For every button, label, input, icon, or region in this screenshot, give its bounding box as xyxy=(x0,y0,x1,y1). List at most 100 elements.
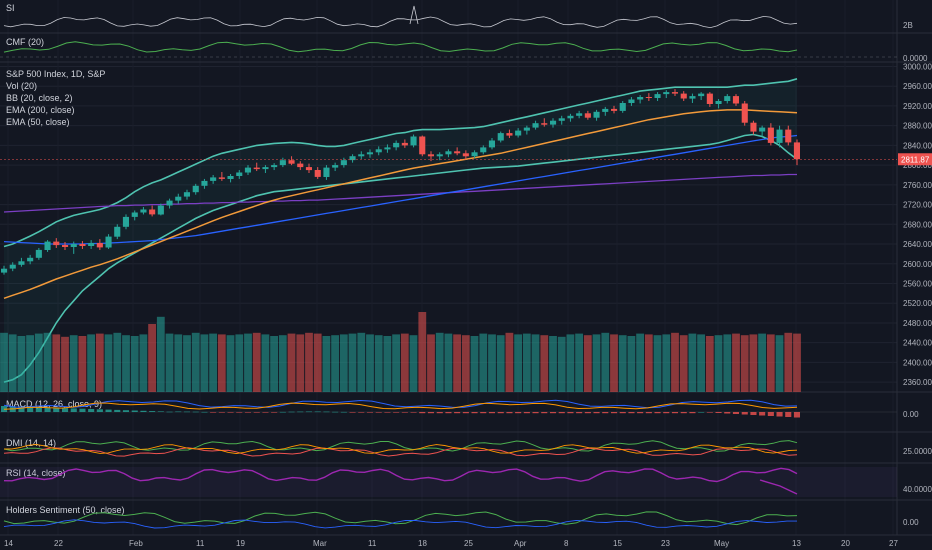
candle-body xyxy=(785,129,792,143)
volume-bar xyxy=(148,324,156,392)
price-axis[interactable]: 3000.00 2960.00 2920.00 2880.00 2840.00 2800.… xyxy=(903,62,932,387)
volume-bar xyxy=(383,336,392,392)
price-tick-label: 2960.00 xyxy=(903,82,932,91)
volume-bar xyxy=(549,336,557,392)
candle-body xyxy=(497,133,504,141)
price-tick-label: 2720.00 xyxy=(903,201,932,210)
volume-bar xyxy=(514,334,522,392)
candle-body xyxy=(332,165,339,168)
volume-bar xyxy=(87,334,95,392)
volume-bar xyxy=(575,333,583,392)
dmi-plus-line xyxy=(3,440,798,452)
volume-bar xyxy=(775,335,784,392)
time-axis[interactable]: 14 22 Feb 11 19 Mar 11 18 25 Apr 8 15 23 May 13 20 27 xyxy=(4,539,898,548)
volume-bar xyxy=(95,333,104,392)
volume-bar xyxy=(453,334,461,392)
volume-bar xyxy=(679,335,688,392)
macd-histogram-bar xyxy=(271,412,278,413)
macd-histogram-bar xyxy=(44,407,51,412)
time-tick-label: 15 xyxy=(613,539,622,548)
grid xyxy=(0,65,897,383)
candle-body xyxy=(62,245,69,247)
candle-body xyxy=(140,209,147,213)
macd-histogram-bar xyxy=(323,411,330,413)
macd-histogram-bar xyxy=(488,412,495,414)
macd-histogram-bar xyxy=(314,411,321,413)
price-tick-label: 2400.00 xyxy=(903,358,932,367)
time-tick-label: 8 xyxy=(564,539,569,548)
macd-histogram-bar xyxy=(706,412,713,413)
price-tick-label: 2480.00 xyxy=(903,319,932,328)
macd-histogram-bar xyxy=(637,412,644,414)
candle-body xyxy=(349,156,356,161)
volume-bar xyxy=(793,333,801,392)
volume-bar xyxy=(784,332,793,392)
candlesticks xyxy=(1,89,800,275)
volume-bar xyxy=(191,332,200,392)
price-tick-label: 2600.00 xyxy=(903,260,932,269)
si-spike xyxy=(409,5,419,25)
candle-body xyxy=(18,261,25,265)
macd-histogram-bar xyxy=(210,412,217,413)
volume-bar xyxy=(339,334,348,392)
candle-body xyxy=(680,93,687,99)
time-tick-label: 11 xyxy=(196,539,205,548)
macd-histogram-bar xyxy=(114,409,121,412)
macd-histogram-bar xyxy=(53,407,60,412)
candle-body xyxy=(427,154,434,157)
macd-histogram-bar xyxy=(166,411,173,413)
ema-blue-line xyxy=(3,134,798,245)
volume-bar xyxy=(374,335,383,392)
macd-histogram-bar xyxy=(750,412,757,415)
macd-histogram-bar xyxy=(654,412,661,414)
macd-histogram-bar xyxy=(584,412,591,414)
volume-bar xyxy=(104,334,113,392)
macd-histogram-bar xyxy=(602,412,609,414)
candle-body xyxy=(401,142,408,146)
volume-bar xyxy=(348,333,357,392)
macd-histogram-bar xyxy=(96,409,103,412)
rsi-line xyxy=(3,467,798,483)
volume-bars xyxy=(0,312,801,392)
macd-histogram-bar xyxy=(401,412,408,413)
macd-histogram-bar xyxy=(523,412,530,414)
si-axis-label: 2B xyxy=(903,21,913,30)
macd-histogram-bar xyxy=(680,412,687,414)
macd-histogram-bar xyxy=(541,412,548,414)
volume-bar xyxy=(287,333,296,392)
price-tick-label: 2920.00 xyxy=(903,102,932,111)
rsi-band xyxy=(0,467,897,497)
volume-bar xyxy=(296,334,305,392)
candle-body xyxy=(567,115,574,119)
price-tick-label: 2880.00 xyxy=(903,122,932,131)
candle-body xyxy=(384,147,391,150)
macd-histogram-bar xyxy=(157,411,164,412)
price-tick-label: 2440.00 xyxy=(903,339,932,348)
candle-body xyxy=(436,154,443,157)
volume-bar xyxy=(461,335,470,392)
volume-bar xyxy=(749,334,758,392)
volume-bar xyxy=(252,332,261,392)
volume-bar xyxy=(69,335,78,392)
macd-histogram-bar xyxy=(619,412,626,414)
candle-body xyxy=(27,257,34,262)
cmf-axis-label: 0.0000 xyxy=(903,54,928,63)
candle-body xyxy=(271,165,278,168)
macd-histogram-bar xyxy=(759,412,766,416)
candle-body xyxy=(88,243,95,246)
candle-body xyxy=(637,97,644,100)
candle-body xyxy=(96,243,103,248)
candle-body xyxy=(541,123,548,125)
volume-bar xyxy=(488,334,496,392)
indicator-ema200-label: EMA (200, close) xyxy=(6,105,75,115)
volume-bar xyxy=(662,334,671,392)
time-tick-label: Feb xyxy=(129,539,143,548)
macd-histogram-bar xyxy=(776,412,783,417)
macd-histogram-bar xyxy=(724,412,731,414)
volume-bar xyxy=(209,333,217,392)
candle-body xyxy=(532,123,539,128)
macd-histogram-bar xyxy=(462,412,469,414)
volume-bar xyxy=(592,334,601,392)
volume-bar xyxy=(740,335,749,392)
